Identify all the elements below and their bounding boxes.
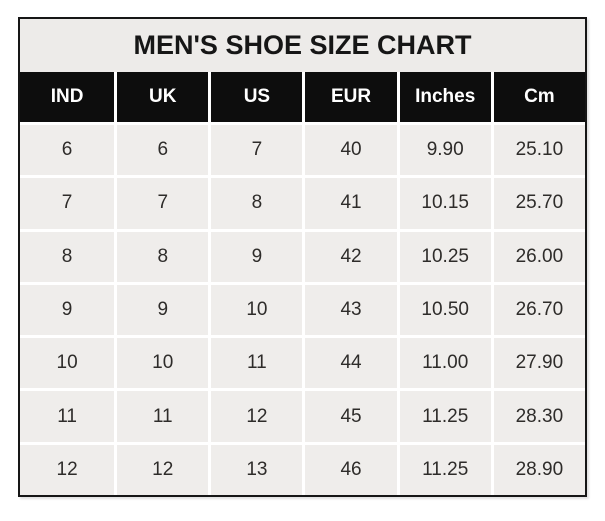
table-cell: 10.50: [396, 281, 491, 336]
table-cell: 10: [114, 335, 209, 389]
table-cell: 12: [20, 441, 115, 495]
table-cell: 9: [114, 281, 209, 336]
table-cell: 8: [114, 228, 209, 282]
table-cell: 8: [208, 175, 303, 229]
table-cell: 45: [302, 388, 397, 442]
table-cell: 11.00: [396, 335, 491, 389]
table-row: 8 8 9 42 10.25 26.00: [20, 228, 585, 282]
table-cell: 27.90: [490, 335, 585, 389]
table-cell: 12: [114, 441, 209, 495]
table-cell: 9: [208, 228, 303, 282]
table-cell: 8: [20, 228, 115, 282]
table-cell: 10: [20, 335, 115, 389]
table-cell: 11: [114, 388, 209, 442]
column-header-eur: EUR: [302, 72, 397, 122]
table-cell: 43: [302, 281, 397, 336]
table-cell: 25.10: [490, 122, 585, 176]
table-cell: 7: [114, 175, 209, 229]
table-cell: 6: [20, 122, 115, 176]
table-row: 9 9 10 43 10.50 26.70: [20, 281, 585, 336]
table-row: 11 11 12 45 11.25 28.30: [20, 388, 585, 442]
table-cell: 11.25: [396, 441, 491, 495]
table-row: 7 7 8 41 10.15 25.70: [20, 175, 585, 229]
column-header-ind: IND: [20, 72, 115, 122]
table-cell: 26.70: [490, 281, 585, 336]
table-cell: 11: [208, 335, 303, 389]
chart-title: MEN'S SHOE SIZE CHART: [20, 19, 585, 72]
table-cell: 26.00: [490, 228, 585, 282]
table-cell: 10: [208, 281, 303, 336]
table-cell: 7: [208, 122, 303, 176]
table-row: 10 10 11 44 11.00 27.90: [20, 335, 585, 389]
size-table-header: IND UK US EUR Inches Cm: [20, 72, 585, 122]
table-cell: 25.70: [490, 175, 585, 229]
table-cell: 28.90: [490, 441, 585, 495]
shoe-size-chart: MEN'S SHOE SIZE CHART IND UK US EUR Inches Cm…: [18, 17, 587, 497]
table-row: 12 12 13 46 11.25 28.90: [20, 441, 585, 495]
table-cell: 10.25: [396, 228, 491, 282]
size-table: IND UK US EUR Inches Cm 6 6 7 40 9.90 25.10 7 7 8 41 10…: [20, 72, 585, 495]
table-cell: 6: [114, 122, 209, 176]
table-cell: 44: [302, 335, 397, 389]
column-header-us: US: [208, 72, 303, 122]
table-cell: 28.30: [490, 388, 585, 442]
table-cell: 9: [20, 281, 115, 336]
table-cell: 46: [302, 441, 397, 495]
size-table-body: 6 6 7 40 9.90 25.10 7 7 8 41 10.15 25.70 8 8 9 42 10.25 2…: [20, 122, 585, 495]
column-header-inches: Inches: [396, 72, 491, 122]
table-cell: 9.90: [396, 122, 491, 176]
table-cell: 13: [208, 441, 303, 495]
table-cell: 40: [302, 122, 397, 176]
table-cell: 10.15: [396, 175, 491, 229]
table-cell: 7: [20, 175, 115, 229]
table-row: 6 6 7 40 9.90 25.10: [20, 122, 585, 176]
table-cell: 42: [302, 228, 397, 282]
header-row: IND UK US EUR Inches Cm: [20, 72, 585, 122]
table-cell: 41: [302, 175, 397, 229]
column-header-cm: Cm: [490, 72, 585, 122]
table-cell: 11.25: [396, 388, 491, 442]
column-header-uk: UK: [114, 72, 209, 122]
table-cell: 11: [20, 388, 115, 442]
table-cell: 12: [208, 388, 303, 442]
